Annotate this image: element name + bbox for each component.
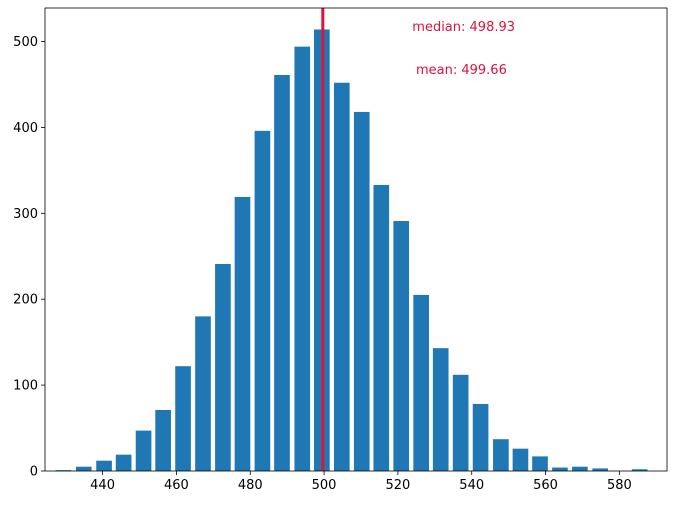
histogram-bar — [572, 466, 588, 471]
histogram-bar — [512, 448, 529, 471]
median-annotation: median: 498.93 — [412, 20, 515, 35]
histogram-bar — [592, 468, 609, 471]
histogram-bar — [532, 456, 548, 471]
histogram-bar — [75, 466, 92, 471]
histogram-bar — [254, 130, 271, 471]
histogram-bar — [631, 469, 648, 471]
histogram-bar — [432, 348, 449, 471]
x-tick-label: 540 — [459, 478, 484, 493]
histogram-bar — [413, 294, 429, 471]
x-tick-label: 520 — [385, 478, 410, 493]
x-tick-label: 560 — [533, 478, 558, 493]
y-axis-ticks: 0 100 200 300 400 500 — [13, 35, 45, 480]
histogram-bar — [353, 111, 370, 471]
histogram-bar — [155, 410, 171, 471]
mean-annotation: mean: 499.66 — [416, 63, 507, 78]
plot-frame — [44, 7, 668, 472]
histogram-bar — [452, 374, 469, 471]
histogram-bar — [373, 184, 390, 471]
histogram-bar — [294, 46, 311, 472]
y-tick-label: 500 — [13, 35, 38, 50]
bars-layer — [55, 29, 648, 472]
y-tick-label: 400 — [13, 121, 38, 136]
x-axis-ticks: 440 460 480 500 520 540 560 580 — [90, 471, 632, 493]
histogram-bar — [215, 263, 231, 471]
histogram-bar — [195, 316, 211, 471]
x-tick-label: 460 — [164, 478, 189, 493]
histogram-bar — [135, 430, 152, 471]
x-tick-label: 440 — [90, 478, 115, 493]
x-tick-label: 500 — [312, 478, 337, 493]
histogram-bar — [234, 196, 251, 472]
x-tick-label: 480 — [238, 478, 263, 493]
x-tick-label: 580 — [607, 478, 632, 493]
y-tick-label: 300 — [13, 207, 38, 222]
histogram-bar — [472, 404, 489, 471]
histogram-bar — [96, 460, 112, 471]
y-tick-label: 200 — [13, 293, 38, 308]
histogram-bar — [333, 82, 350, 471]
histogram-bar — [552, 467, 568, 471]
histogram-bar — [274, 75, 290, 471]
histogram-bar — [115, 454, 132, 471]
histogram-bar — [175, 366, 191, 471]
histogram-bar — [493, 439, 509, 471]
y-tick-label: 0 — [30, 465, 38, 480]
y-tick-label: 100 — [13, 379, 38, 394]
histogram-bar — [393, 221, 410, 471]
